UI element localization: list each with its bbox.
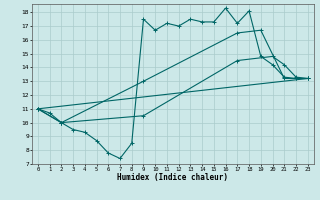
X-axis label: Humidex (Indice chaleur): Humidex (Indice chaleur) [117,173,228,182]
